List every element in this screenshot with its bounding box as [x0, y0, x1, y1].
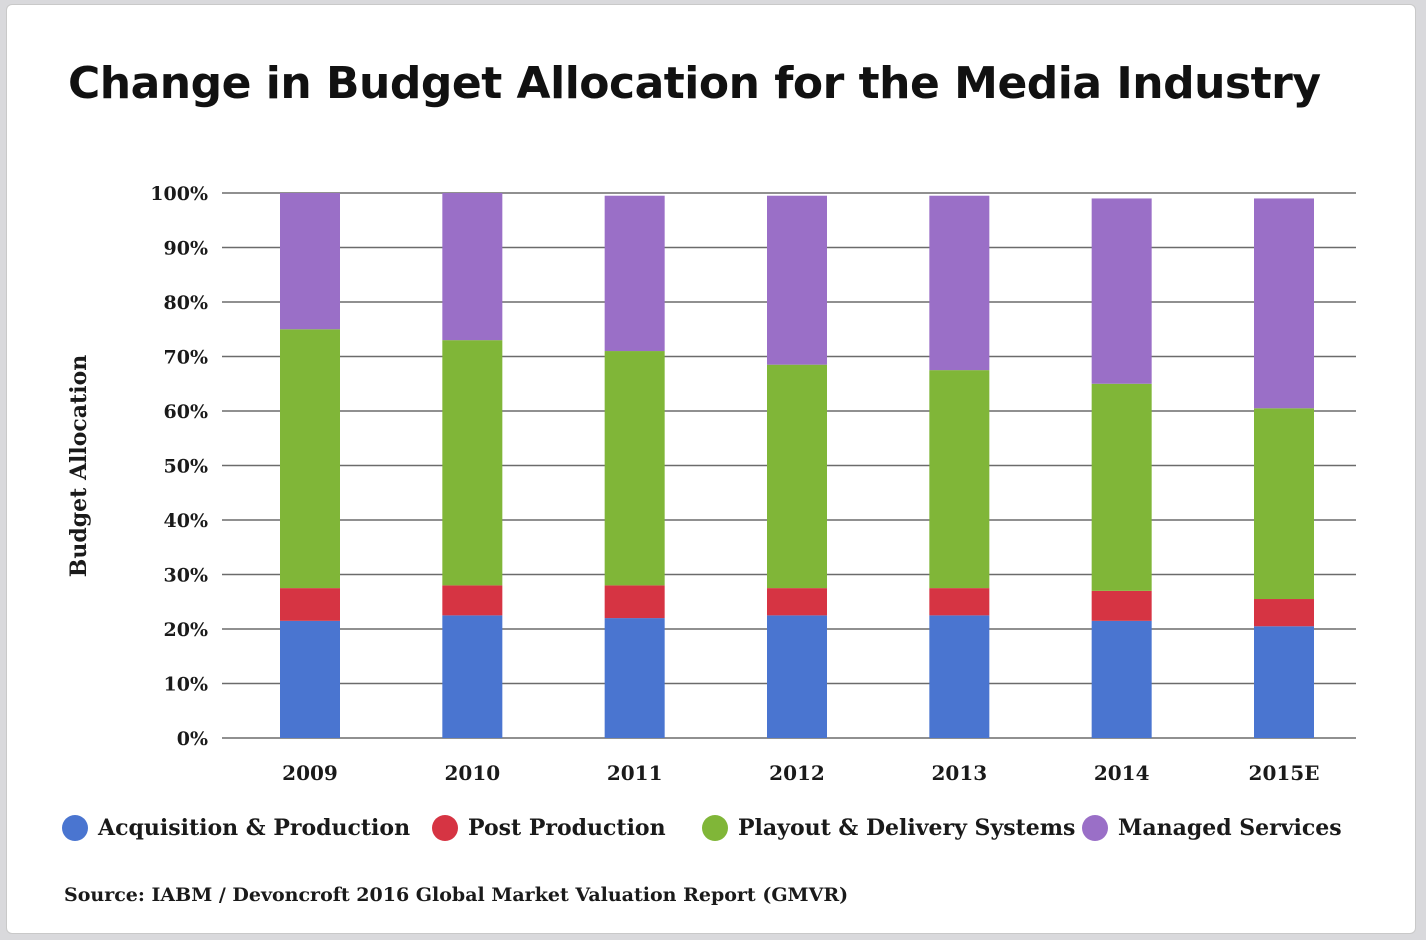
legend-swatch [432, 815, 458, 841]
x-tick-label: 2010 [444, 761, 500, 785]
y-tick-label: 70% [164, 347, 209, 369]
y-tick-label: 90% [164, 238, 209, 260]
bar-segment [929, 588, 990, 616]
bar-segment [442, 585, 503, 616]
x-tick-label: 2014 [1094, 761, 1150, 785]
bar-segment [1254, 198, 1314, 409]
bar-segment [1091, 590, 1152, 621]
bar-segment [929, 195, 990, 371]
y-tick-label: 20% [164, 619, 209, 641]
bar-segment [604, 195, 665, 352]
y-tick-label: 80% [164, 292, 209, 314]
bar-segment [767, 364, 827, 589]
stacked-bar-chart: 0% 10% 20% 30% 40% 50% 60% 70% 80% 90% 100% Budget … [66, 183, 1356, 785]
bar-segment [767, 615, 827, 738]
y-tick-label: 30% [164, 565, 209, 587]
bar-segment [1254, 599, 1314, 627]
y-tick-label: 100% [150, 183, 208, 205]
y-tick-label: 60% [164, 401, 209, 423]
bar-segment [929, 615, 990, 738]
bar-segment [280, 329, 340, 589]
x-tick-label: 2009 [282, 761, 338, 785]
legend-item: Playout & Delivery Systems [702, 808, 1075, 848]
bar-segment [604, 618, 665, 738]
legend-label: Post Production [468, 815, 666, 841]
y-tick-label: 0% [177, 728, 208, 750]
chart-legend: Acquisition & Production Post Production P… [62, 808, 1392, 848]
legend-item: Managed Services [1082, 808, 1342, 848]
bar-segment [280, 620, 340, 738]
legend-swatch [1082, 815, 1108, 841]
chart-panel [6, 4, 1416, 934]
x-tick-label: 2013 [931, 761, 987, 785]
bar-segment [280, 588, 340, 621]
legend-label: Playout & Delivery Systems [738, 815, 1076, 841]
bar-segment [604, 351, 665, 586]
bar-segment [442, 340, 503, 586]
bar-segment [1091, 620, 1152, 738]
x-tick-label: 2011 [607, 761, 663, 785]
legend-swatch [702, 815, 728, 841]
legend-label: Acquisition & Production [98, 815, 411, 841]
y-tick-label: 50% [164, 456, 209, 478]
bar-segment [442, 615, 503, 738]
bar-segment [767, 195, 827, 365]
bar-segment [929, 370, 990, 589]
y-tick-label: 10% [164, 674, 209, 696]
legend-item: Acquisition & Production [62, 808, 410, 848]
y-tick-label: 40% [164, 510, 209, 532]
bar-segment [1254, 408, 1314, 600]
bar-segment [1091, 383, 1152, 591]
legend-item: Post Production [432, 808, 666, 848]
x-tick-label: 2015E [1249, 761, 1320, 785]
bar-segment [280, 193, 340, 330]
legend-label: Managed Services [1118, 815, 1342, 841]
bar-segment [1254, 626, 1314, 738]
bar-segment [767, 588, 827, 616]
chart-title: Change in Budget Allocation for the Medi… [68, 58, 1321, 109]
x-tick-label: 2012 [769, 761, 825, 785]
chart-source: Source: IABM / Devoncroft 2016 Global Ma… [64, 884, 849, 906]
bar-segment [604, 585, 665, 619]
bar-segment [1091, 198, 1152, 384]
bar-segment [442, 193, 503, 341]
legend-swatch [62, 815, 88, 841]
y-axis-label: Budget Allocation [66, 355, 92, 577]
